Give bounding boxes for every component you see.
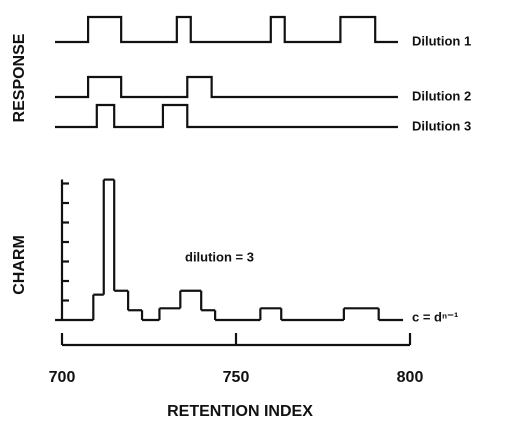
trace-label: Dilution 2 bbox=[412, 88, 471, 103]
response-trace bbox=[55, 75, 398, 99]
response-label: RESPONSE bbox=[11, 33, 28, 122]
response-trace bbox=[55, 15, 398, 44]
x-axis-label: RETENTION INDEX bbox=[167, 403, 313, 420]
y-axis-label: CHARM bbox=[11, 235, 28, 295]
annotation: dilution = 3 bbox=[185, 249, 254, 264]
trace-label: Dilution 3 bbox=[412, 118, 471, 133]
x-tick-label: 700 bbox=[49, 369, 76, 386]
formula: c = dⁿ⁻¹ bbox=[412, 309, 458, 324]
x-tick-label: 800 bbox=[397, 369, 424, 386]
response-trace bbox=[55, 103, 398, 129]
x-tick-label: 750 bbox=[223, 369, 250, 386]
trace-label: Dilution 1 bbox=[412, 33, 471, 48]
